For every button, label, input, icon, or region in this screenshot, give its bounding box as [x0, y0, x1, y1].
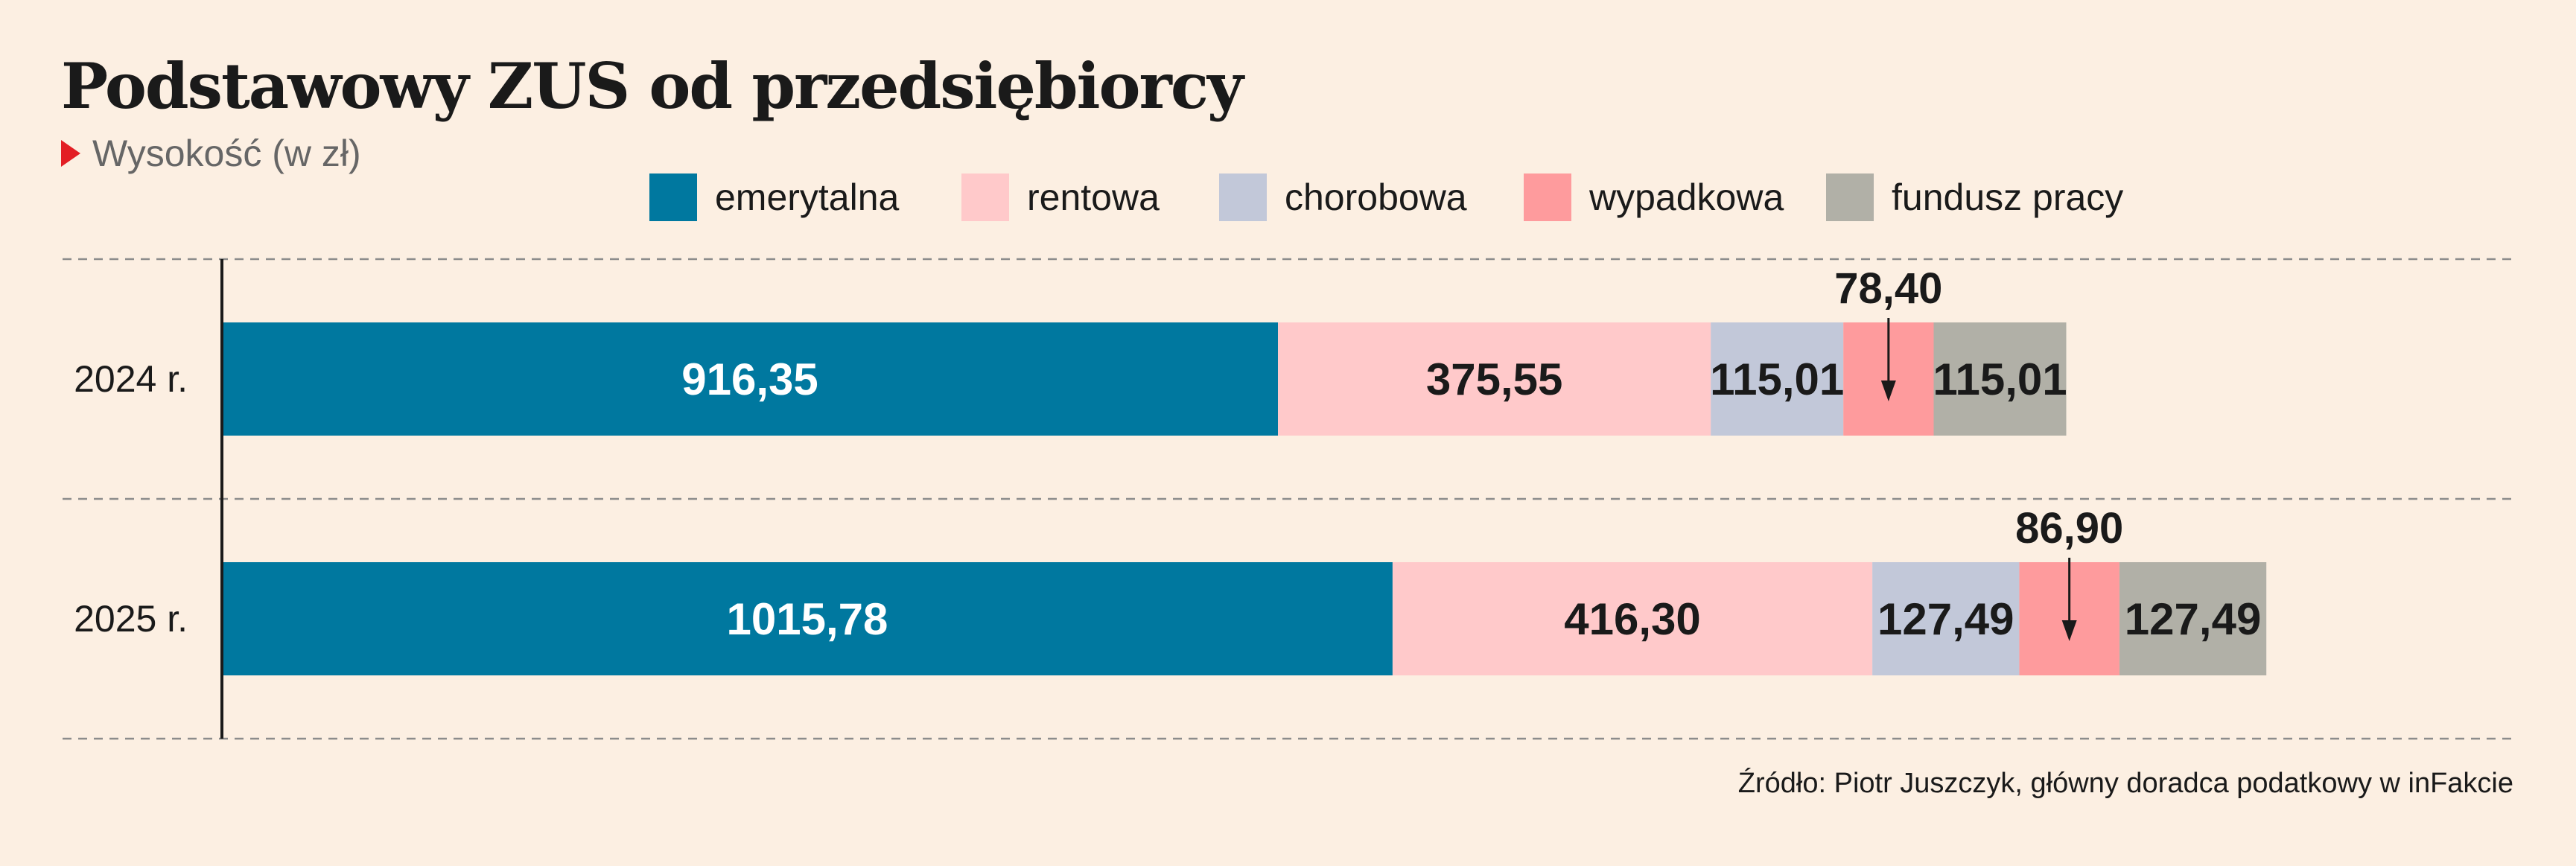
- legend-label-fundusz-pracy: fundusz pracy: [1892, 176, 2123, 218]
- legend-swatch-emerytalna: [649, 173, 697, 221]
- data-label-chorobowa-2025-r: 127,49: [1877, 594, 2014, 644]
- legend-swatch-rentowa: [961, 173, 1009, 221]
- bar-rentowa-2024-r: [1278, 322, 1711, 436]
- category-label-2024-r: 2024 r.: [74, 358, 188, 400]
- legend-label-chorobowa: chorobowa: [1285, 176, 1467, 218]
- legend-swatch-wypadkowa: [1524, 173, 1571, 221]
- data-label-emerytalna-2025-r: 1015,78: [727, 594, 888, 644]
- bar-chorobowa-2024-r: [1711, 322, 1844, 436]
- bar-emerytalna-2025-r: [222, 562, 1393, 675]
- data-label-rentowa-2024-r: 375,55: [1426, 354, 1563, 404]
- callout-arrow-head-2024-r: [1880, 381, 1896, 401]
- data-label-chorobowa-2024-r: 115,01: [1710, 354, 1844, 404]
- bar-rentowa-2025-r: [1392, 562, 1873, 675]
- legend-label-rentowa: rentowa: [1027, 176, 1160, 218]
- bar-fundusz-pracy-2025-r: [2119, 562, 2267, 675]
- bar-chorobowa-2025-r: [1872, 562, 2020, 675]
- bar-fundusz-pracy-2024-r: [1933, 322, 2067, 436]
- subtitle-text: Wysokość (w zł): [92, 133, 361, 174]
- bar-emerytalna-2024-r: [222, 322, 1279, 436]
- legend-label-emerytalna: emerytalna: [715, 176, 900, 218]
- callout-arrow-head-2025-r: [2061, 620, 2077, 641]
- data-label-wypadkowa-2025-r: 86,90: [2015, 504, 2123, 553]
- legend-label-wypadkowa: wypadkowa: [1588, 176, 1784, 218]
- category-label-2025-r: 2025 r.: [74, 598, 188, 640]
- triangle-marker-icon: [61, 140, 80, 167]
- chart-title: Podstawowy ZUS od przedsiębiorcy: [61, 49, 1244, 123]
- data-label-rentowa-2025-r: 416,30: [1564, 594, 1701, 644]
- data-label-emerytalna-2024-r: 916,35: [681, 354, 818, 404]
- source-note: Źródło: Piotr Juszczyk, główny doradca p…: [1737, 768, 2513, 799]
- data-label-fundusz-pracy-2025-r: 127,49: [2125, 594, 2262, 644]
- data-label-fundusz-pracy-2024-r: 115,01: [1933, 354, 2067, 404]
- legend-swatch-fundusz-pracy: [1826, 173, 1874, 221]
- data-label-wypadkowa-2024-r: 78,40: [1834, 264, 1942, 313]
- chart-subtitle: Wysokość (w zł): [61, 131, 361, 176]
- legend-swatch-chorobowa: [1219, 173, 1267, 221]
